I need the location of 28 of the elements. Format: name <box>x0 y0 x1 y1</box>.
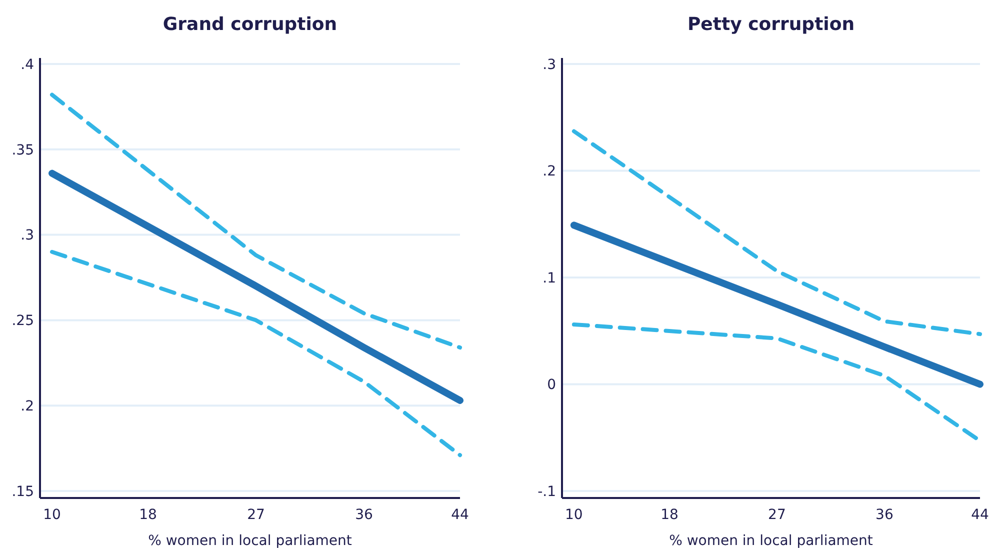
y-tick-label: .3 <box>20 228 34 244</box>
line-series <box>50 92 462 350</box>
x-tick-label: 44 <box>451 507 469 523</box>
x-tick-label: 10 <box>43 507 61 523</box>
y-tick-label: .25 <box>12 313 34 330</box>
x-tick-label: 18 <box>139 507 157 523</box>
line-series <box>572 129 982 336</box>
y-tick-label: .4 <box>20 56 34 73</box>
y-tick-label: .3 <box>542 56 556 73</box>
chart-title: Petty corruption <box>687 14 855 35</box>
x-axis-title: % women in local parliament <box>669 533 874 548</box>
y-tick-label: .2 <box>542 164 556 180</box>
x-tick-label: 10 <box>565 507 583 523</box>
line-series <box>50 250 462 458</box>
chart-title: Grand corruption <box>162 14 338 35</box>
x-tick-label: 44 <box>971 507 989 523</box>
y-tick-label: .35 <box>12 142 34 158</box>
y-tick-label: 0 <box>547 377 556 394</box>
x-tick-label: 18 <box>660 507 678 523</box>
x-tick-label: 36 <box>876 507 894 523</box>
x-tick-label: 27 <box>247 507 265 523</box>
x-axis-title: % women in local parliament <box>148 533 352 548</box>
x-tick-label: 36 <box>355 507 373 523</box>
y-tick-label: .15 <box>12 484 34 500</box>
y-tick-label: -.1 <box>538 484 556 500</box>
y-tick-label: .1 <box>542 270 556 286</box>
x-tick-label: 27 <box>768 507 786 523</box>
y-tick-label: .2 <box>20 398 34 414</box>
